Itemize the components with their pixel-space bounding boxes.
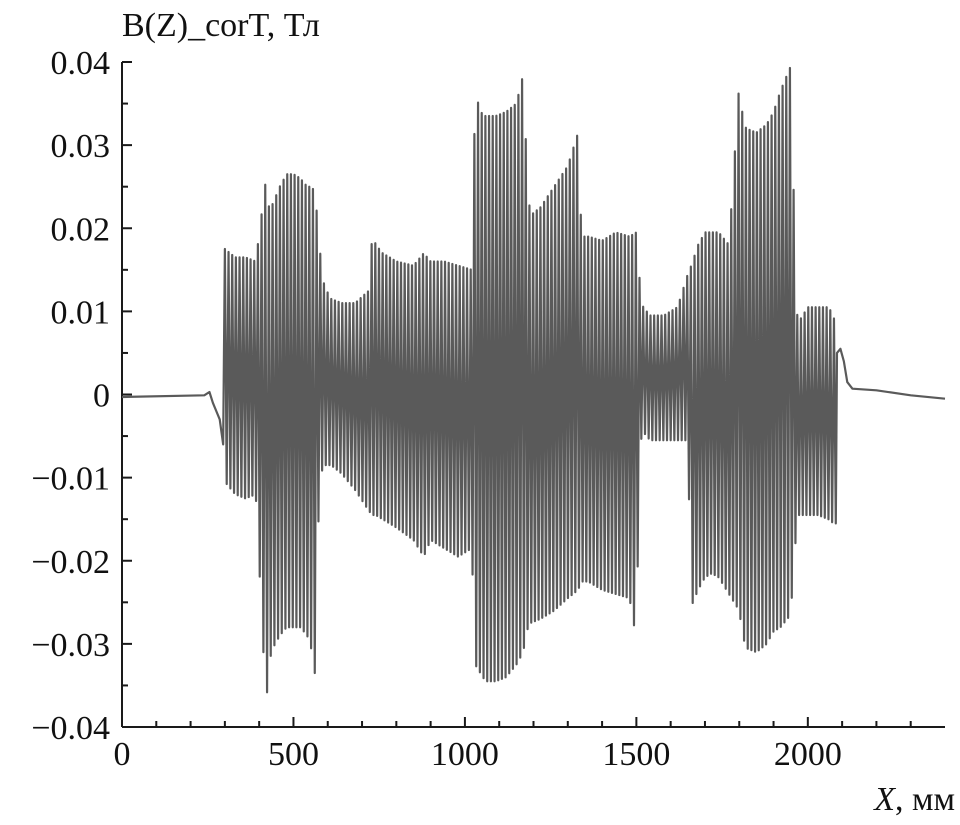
y-tick-label: 0.03 [51,128,111,165]
plot-area [121,66,946,694]
x-axis-title-variable: X [872,781,896,818]
y-tick-label: −0.03 [31,627,110,664]
x-tick-label: 0 [114,736,131,773]
y-tick-label: 0.04 [51,45,111,82]
x-axis-title-unit: , мм [895,781,955,818]
y-tick-label: 0.01 [51,294,111,331]
x-tick-label: 500 [268,736,319,773]
x-axis: 0 500 1000 1500 2000 [114,717,945,773]
y-axis-title: B(Z)_corT, Тл [122,7,320,44]
y-tick-label: −0.01 [31,461,110,498]
x-tick-label: 2000 [774,736,842,773]
x-tick-label: 1000 [431,736,499,773]
x-axis-title: X, мм [872,781,955,818]
y-tick-label: 0.02 [51,211,111,248]
x-tick-label: 1500 [602,736,670,773]
y-tick-label: −0.04 [31,710,110,747]
series-line [121,66,946,694]
y-axis: 0.04 0.03 0.02 0.01 0 −0.01 −0.02 −0.03 −0.04 [31,45,132,747]
y-tick-label: 0 [93,378,110,415]
y-tick-label: −0.02 [31,544,110,581]
